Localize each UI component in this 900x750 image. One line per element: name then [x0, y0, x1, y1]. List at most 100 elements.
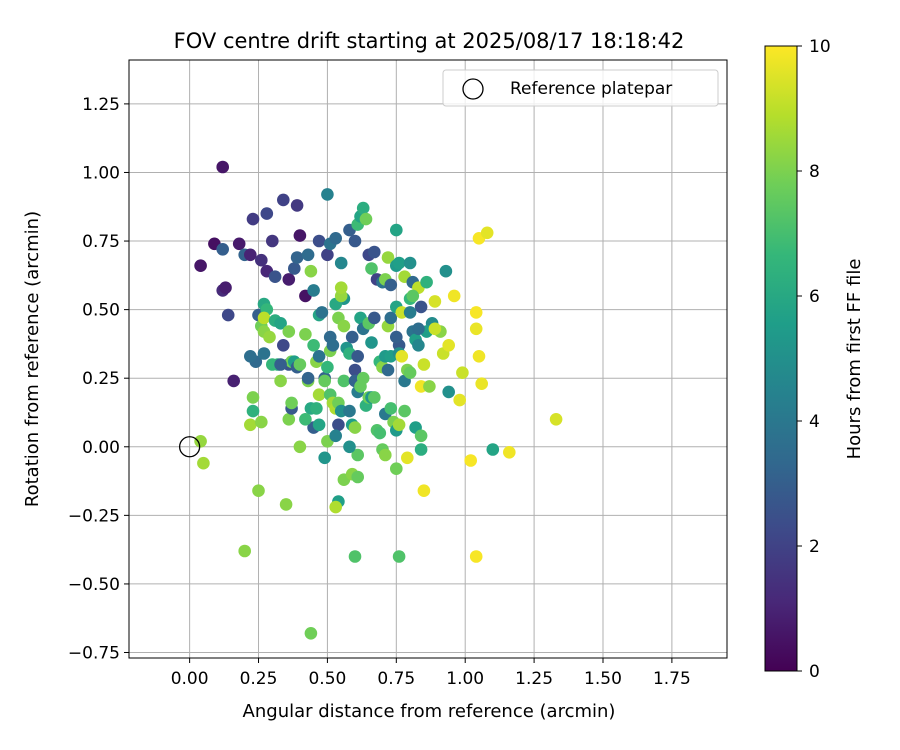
data-point: [260, 207, 274, 220]
data-point: [216, 160, 229, 174]
data-point: [417, 484, 431, 498]
data-point: [221, 308, 235, 322]
chart-title: FOV centre drift starting at 2025/08/17 …: [174, 29, 685, 53]
data-point: [332, 418, 345, 432]
colorbar-ticks: 0 2 4 6 8 10: [797, 37, 831, 682]
data-point: [549, 413, 563, 426]
data-point: [216, 243, 229, 256]
data-point: [254, 253, 268, 267]
plot-frame: [128, 59, 728, 659]
data-point: [439, 264, 453, 278]
x-tick-label: 0.50: [308, 669, 346, 689]
data-point: [453, 393, 467, 407]
data-point: [442, 385, 456, 399]
y-tick-label: 0.75: [82, 232, 120, 252]
data-point: [442, 339, 456, 352]
reference-marker-layer: [178, 436, 201, 458]
data-point: [345, 330, 359, 344]
colorbar-tick-label: 8: [809, 162, 820, 182]
data-point: [238, 544, 251, 558]
data-point: [227, 374, 240, 388]
y-tick-label: 0.00: [82, 438, 120, 458]
y-axis-label: Rotation from reference (arcmin): [22, 211, 43, 507]
data-point: [348, 363, 362, 377]
data-point: [384, 311, 398, 325]
data-point: [343, 440, 356, 454]
data-point: [390, 462, 403, 476]
data-point: [252, 484, 265, 498]
data-point: [348, 234, 362, 248]
data-point: [464, 454, 478, 467]
data-point: [266, 234, 279, 248]
colorbar-tick-label: 4: [809, 412, 820, 432]
data-point: [395, 350, 409, 363]
data-point: [244, 248, 257, 262]
data-point: [194, 259, 207, 273]
data-point: [301, 371, 315, 385]
data-point: [293, 358, 307, 371]
data-point: [384, 278, 398, 292]
data-point: [379, 448, 392, 462]
data-point: [373, 426, 387, 440]
data-point: [348, 550, 362, 563]
data-point: [329, 232, 343, 245]
x-tick-label: 0.75: [377, 669, 415, 689]
data-point: [293, 440, 307, 454]
data-point: [277, 339, 290, 352]
legend: Reference platepar: [442, 69, 719, 107]
data-point: [390, 330, 403, 344]
data-point: [368, 391, 381, 404]
data-point: [282, 273, 296, 286]
data-point: [285, 396, 298, 410]
data-point: [246, 391, 260, 404]
data-point: [293, 229, 307, 242]
data-point: [414, 443, 428, 456]
colorbar: 0 2 4 6 8 10 Hours from first FF file: [764, 37, 865, 682]
data-point: [244, 418, 257, 432]
y-tick-label: 0.50: [82, 301, 120, 321]
legend-box: [442, 69, 719, 107]
data-point: [403, 256, 417, 270]
data-point: [279, 498, 293, 511]
data-point: [282, 325, 296, 338]
data-point: [365, 336, 378, 349]
data-point: [348, 421, 362, 434]
x-tick-label: 1.00: [446, 669, 484, 689]
data-point: [486, 443, 500, 456]
data-point: [310, 402, 323, 415]
x-tick-label: 1.50: [584, 669, 622, 689]
data-point: [406, 289, 420, 303]
data-point: [277, 193, 290, 207]
data-point: [326, 339, 340, 352]
data-point: [312, 388, 326, 402]
data-point: [318, 451, 332, 465]
data-point: [334, 281, 348, 295]
data-point: [307, 339, 320, 352]
data-point: [321, 248, 334, 262]
data-point: [232, 237, 246, 251]
x-tick-label: 1.25: [515, 669, 553, 689]
data-point: [381, 363, 395, 377]
data-point: [301, 248, 315, 262]
colorbar-gradient: [764, 45, 798, 672]
data-point: [428, 295, 442, 308]
data-point: [469, 322, 483, 336]
data-point: [282, 413, 296, 426]
data-point: [246, 212, 260, 226]
colorbar-tick-label: 10: [809, 37, 831, 57]
data-point: [469, 550, 483, 563]
data-point: [312, 418, 326, 432]
data-point: [420, 275, 433, 289]
data-points: [194, 160, 563, 640]
y-tick-label: −0.75: [68, 644, 120, 664]
data-point: [288, 262, 301, 275]
y-tick-label: 0.25: [82, 369, 120, 389]
data-point: [337, 374, 351, 388]
x-tick-label: 0.00: [171, 669, 209, 689]
data-point: [318, 374, 332, 388]
data-point: [368, 245, 381, 259]
data-point: [368, 311, 381, 325]
data-point: [472, 350, 486, 363]
colorbar-tick-label: 6: [809, 287, 820, 307]
data-point: [403, 366, 417, 380]
